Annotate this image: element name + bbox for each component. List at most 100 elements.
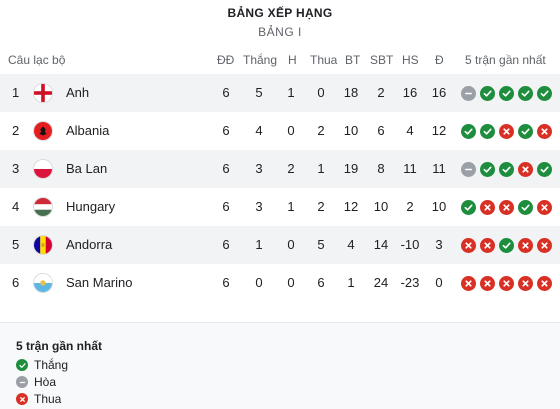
drawn: 2 [287, 161, 295, 176]
loss-x-icon [499, 276, 514, 291]
won: 3 [255, 161, 263, 176]
drawn: 0 [287, 123, 295, 138]
header-drawn: H [288, 53, 297, 67]
win-check-icon [537, 162, 552, 177]
team-name[interactable]: Andorra [66, 237, 113, 252]
header-won: Thắng [243, 53, 278, 67]
legend-win-label: Thắng [34, 358, 69, 372]
rank: 4 [12, 199, 20, 214]
header-form: 5 trận gần nhất [465, 53, 546, 67]
win-check-icon [16, 359, 28, 371]
points: 12 [431, 123, 447, 138]
win-check-icon [480, 86, 495, 101]
lost: 2 [317, 199, 325, 214]
goals-against: 2 [377, 85, 385, 100]
played: 6 [222, 123, 230, 138]
win-check-icon [518, 124, 533, 139]
win-check-icon [518, 86, 533, 101]
header-points: Đ [435, 53, 444, 67]
team-name[interactable]: Hungary [66, 199, 116, 214]
win-check-icon [461, 124, 476, 139]
loss-x-icon [499, 200, 514, 215]
header-club: Câu lạc bộ [8, 53, 66, 67]
win-check-icon [461, 200, 476, 215]
goal-difference: 4 [406, 123, 414, 138]
rank: 5 [12, 237, 20, 252]
goal-difference: 16 [402, 85, 418, 100]
draw-minus-icon [16, 376, 28, 388]
hungary-flag-icon [33, 197, 53, 217]
table-row[interactable]: 3 Ba Lan 6 3 2 1 19 8 11 11 [0, 150, 560, 188]
legend-draw-label: Hòa [34, 375, 57, 389]
rank: 1 [12, 85, 20, 100]
points: 11 [432, 161, 446, 176]
won: 3 [255, 199, 263, 214]
played: 6 [222, 237, 230, 252]
rank: 6 [12, 275, 20, 290]
table-row[interactable]: 1 Anh 6 5 1 0 18 2 16 16 [0, 74, 560, 112]
san-marino-flag-icon [33, 273, 53, 293]
win-check-icon [499, 86, 514, 101]
team-name[interactable]: Anh [66, 85, 90, 100]
goals-for: 12 [343, 199, 359, 214]
loss-x-icon [537, 124, 552, 139]
drawn: 0 [287, 275, 295, 290]
team-name[interactable]: San Marino [66, 275, 133, 290]
rank: 3 [12, 161, 20, 176]
page-title: BẢNG XẾP HẠNG [227, 6, 333, 20]
legend-title: 5 trận gần nhất [16, 339, 103, 353]
won: 0 [255, 275, 263, 290]
header-gd: HS [402, 53, 419, 67]
team-name[interactable]: Albania [66, 123, 110, 138]
loss-x-icon [537, 238, 552, 253]
won: 1 [255, 237, 263, 252]
win-check-icon [480, 124, 495, 139]
points: 0 [435, 275, 443, 290]
won: 4 [255, 123, 263, 138]
points: 3 [435, 237, 443, 252]
goals-against: 8 [377, 161, 385, 176]
loss-x-icon [461, 276, 476, 291]
goals-for: 10 [343, 123, 359, 138]
form-legend: 5 trận gần nhất Thắng Hòa Thua [0, 322, 560, 409]
albania-flag-icon [33, 121, 53, 141]
played: 6 [222, 199, 230, 214]
played: 6 [222, 161, 230, 176]
legend-loss-label: Thua [34, 392, 62, 406]
loss-x-icon [16, 393, 28, 405]
loss-x-icon [537, 276, 552, 291]
won: 5 [255, 85, 263, 100]
draw-minus-icon [461, 86, 476, 101]
lost: 6 [317, 275, 325, 290]
loss-x-icon [499, 124, 514, 139]
draw-minus-icon [461, 162, 476, 177]
goal-difference: -10 [400, 237, 420, 252]
goals-against: 14 [373, 237, 389, 252]
loss-x-icon [480, 276, 495, 291]
table-row[interactable]: 5 Andorra 6 1 0 5 4 14 -10 3 [0, 226, 560, 264]
header-ga: SBT [370, 53, 394, 67]
table-header: Câu lạc bộ ĐĐ Thắng H Thua BT SBT HS Đ 5… [0, 53, 560, 69]
lost: 0 [317, 85, 325, 100]
table-row[interactable]: 6 San Marino 6 0 0 6 1 24 -23 0 [0, 264, 560, 302]
points: 10 [431, 199, 447, 214]
table-row[interactable]: 2 Albania 6 4 0 2 10 6 4 12 [0, 112, 560, 150]
goals-against: 24 [373, 275, 389, 290]
goals-for: 4 [347, 237, 355, 252]
table-row[interactable]: 4 Hungary 6 3 1 2 12 10 2 10 [0, 188, 560, 226]
loss-x-icon [461, 238, 476, 253]
goals-against: 10 [373, 199, 389, 214]
win-check-icon [499, 162, 514, 177]
rank: 2 [12, 123, 20, 138]
loss-x-icon [480, 238, 495, 253]
loss-x-icon [518, 238, 533, 253]
header-played: ĐĐ [217, 53, 235, 67]
lost: 1 [317, 161, 325, 176]
team-name[interactable]: Ba Lan [66, 161, 108, 176]
goals-for: 19 [343, 161, 359, 176]
win-check-icon [480, 162, 495, 177]
win-check-icon [537, 86, 552, 101]
header-gf: BT [345, 53, 361, 67]
lost: 5 [317, 237, 325, 252]
goals-for: 1 [347, 275, 355, 290]
